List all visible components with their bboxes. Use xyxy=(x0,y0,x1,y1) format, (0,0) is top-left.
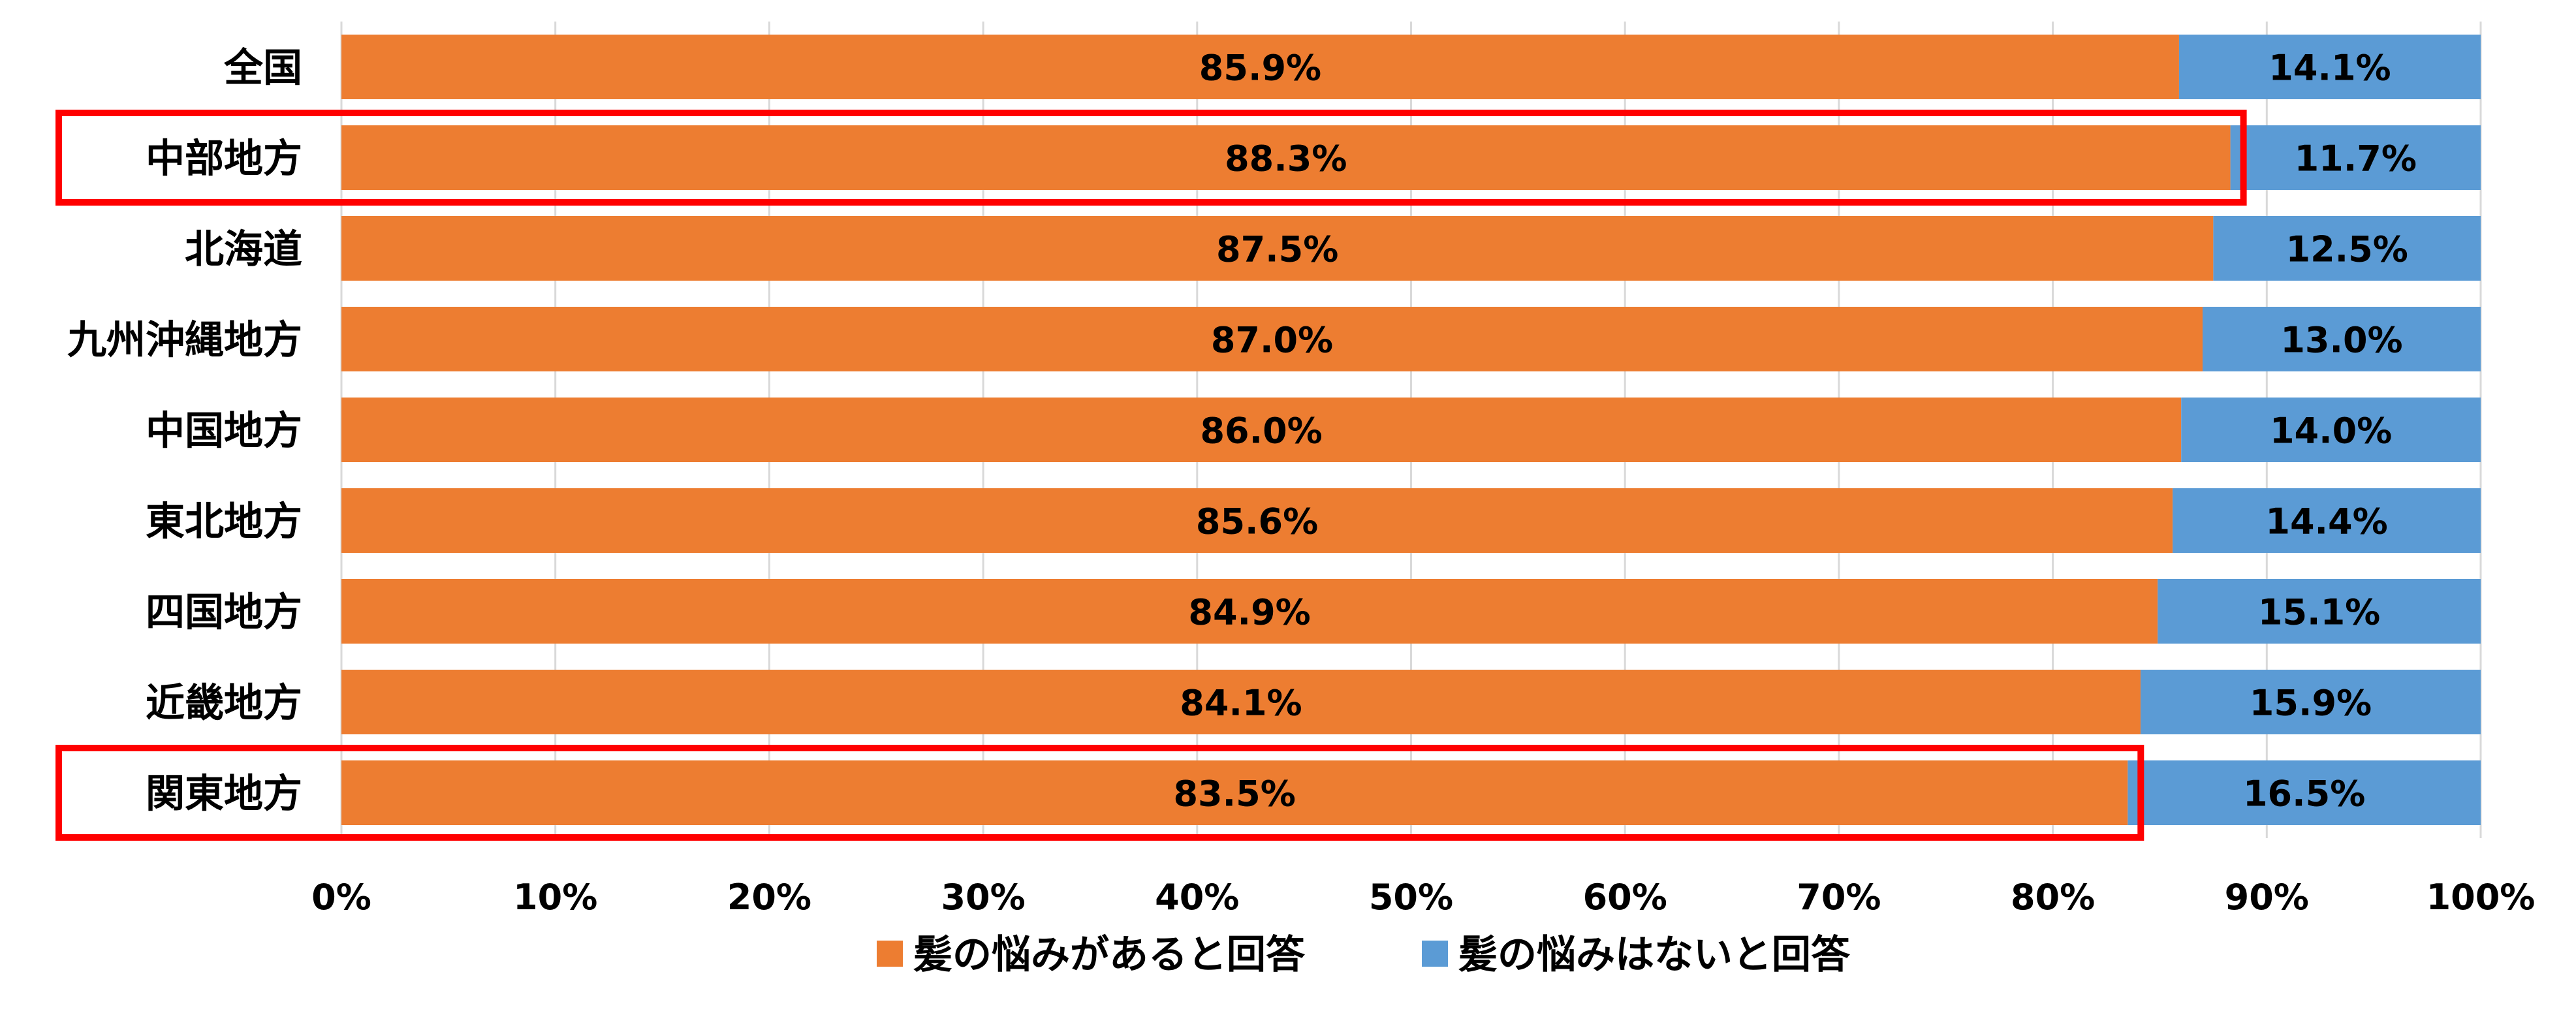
x-tick-label: 50% xyxy=(1369,877,1453,918)
bar-data-label: 14.1% xyxy=(2269,48,2391,89)
bar-segment-has-concern xyxy=(341,579,2158,644)
bar-data-label: 84.1% xyxy=(1180,683,1302,724)
bar-data-label: 88.3% xyxy=(1225,138,1347,180)
category-label: 全国 xyxy=(223,46,302,91)
highlight-box xyxy=(55,110,2247,206)
bar-data-label: 87.0% xyxy=(1211,320,1333,361)
category-label: 四国地方 xyxy=(146,590,302,636)
bar-data-label: 15.9% xyxy=(2250,683,2372,724)
bar-data-label: 85.9% xyxy=(1199,48,1321,89)
bar-segment-no-concern xyxy=(2178,35,2481,99)
bar-data-label: 15.1% xyxy=(2258,592,2380,633)
legend-label: 髪の悩みはないと回答 xyxy=(1458,932,1851,978)
highlight-box xyxy=(55,745,2144,841)
bar-segment-has-concern xyxy=(341,760,2128,825)
x-tick-label: 10% xyxy=(513,877,597,918)
bar-data-label: 84.9% xyxy=(1188,592,1310,633)
bars: 85.9% 14.1% 88.3% 11.7% 87.5% 12.5% 87.0% 13.0%… xyxy=(341,35,2481,825)
legend-label: 髪の悩みがあると回答 xyxy=(913,932,1306,978)
highlight-boxes xyxy=(55,110,2247,841)
bar-data-label: 14.4% xyxy=(2265,501,2387,542)
x-tick-label: 80% xyxy=(2011,877,2095,918)
bar-segment-no-concern xyxy=(2230,125,2481,190)
x-tick-label: 40% xyxy=(1155,877,1239,918)
bar-data-label: 14.0% xyxy=(2270,411,2392,452)
bar-segment-has-concern xyxy=(341,307,2203,371)
bar-segment-no-concern xyxy=(2181,398,2481,462)
category-label: 近畿地方 xyxy=(146,681,302,726)
legend: 髪の悩みがあると回答 髪の悩みはないと回答 xyxy=(877,932,1851,978)
bar-segment-no-concern xyxy=(2173,488,2481,553)
bar-segment-has-concern xyxy=(341,398,2182,462)
bar-data-label: 11.7% xyxy=(2295,138,2417,180)
bar-data-label: 13.0% xyxy=(2280,320,2402,361)
x-tick-label: 30% xyxy=(941,877,1025,918)
bar-segment-has-concern xyxy=(341,35,2179,99)
bar-data-label: 16.5% xyxy=(2243,773,2365,815)
category-label: 東北地方 xyxy=(146,499,302,545)
bar-data-label: 12.5% xyxy=(2286,229,2408,270)
x-tick-label: 0% xyxy=(311,877,371,918)
legend-swatch xyxy=(877,941,903,967)
legend-swatch xyxy=(1422,941,1448,967)
category-label: 中部地方 xyxy=(146,136,302,182)
bar-segment-no-concern xyxy=(2213,216,2481,281)
x-tick-label: 60% xyxy=(1583,877,1667,918)
bar-data-label: 85.6% xyxy=(1196,501,1318,542)
bar-segment-has-concern xyxy=(341,488,2173,553)
bar-segment-no-concern xyxy=(2158,579,2481,644)
bar-segment-no-concern xyxy=(2128,760,2481,825)
x-tick-label: 20% xyxy=(727,877,811,918)
bar-segment-no-concern xyxy=(2140,670,2481,734)
category-label: 中国地方 xyxy=(146,409,302,454)
bar-data-label: 86.0% xyxy=(1200,411,1322,452)
bar-segment-no-concern xyxy=(2202,307,2481,371)
x-tick-label: 70% xyxy=(1797,877,1881,918)
bar-segment-has-concern xyxy=(341,670,2141,734)
bar-data-label: 87.5% xyxy=(1216,229,1338,270)
category-label: 関東地方 xyxy=(146,772,302,817)
category-label: 北海道 xyxy=(185,227,302,273)
bar-segment-has-concern xyxy=(341,125,2231,190)
x-tick-label: 100% xyxy=(2427,877,2536,918)
bar-segment-has-concern xyxy=(341,216,2214,281)
bar-data-label: 83.5% xyxy=(1173,773,1295,815)
x-tick-label: 90% xyxy=(2225,877,2309,918)
category-label: 九州沖縄地方 xyxy=(67,318,302,364)
x-axis-tick-labels: 0% 10% 20% 30% 40% 50% 60% 70% 80% 90% 100% xyxy=(311,877,2535,918)
